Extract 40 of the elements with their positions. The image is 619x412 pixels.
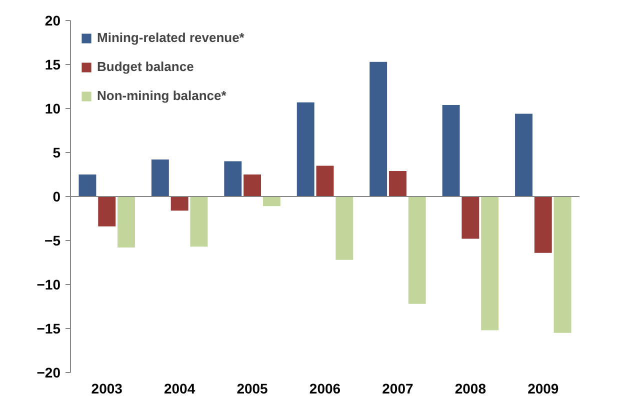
x-tick-label: 2004 [164, 380, 196, 396]
y-tick-label: 0 [52, 188, 61, 204]
bar [370, 62, 388, 196]
bar [78, 174, 96, 196]
bar [481, 196, 499, 330]
bar [442, 104, 460, 196]
bar [118, 196, 135, 248]
legend-label: Non-mining balance* [97, 88, 226, 103]
x-tick-label: 2006 [309, 380, 341, 396]
bar [554, 196, 572, 333]
bar [336, 196, 354, 260]
bar [190, 196, 208, 247]
bar [515, 114, 532, 196]
x-tick-label: 2003 [91, 380, 123, 396]
x-tick-label: 2008 [454, 380, 486, 396]
y-tick-label: −20 [36, 364, 61, 380]
bar [244, 174, 262, 196]
bar [462, 196, 480, 239]
y-tick-label: 15 [44, 56, 61, 72]
y-tick-label: 5 [52, 144, 61, 160]
bar [170, 196, 188, 211]
y-tick-label: −5 [44, 232, 61, 248]
x-tick-label: 2005 [236, 380, 268, 396]
bar [388, 170, 406, 196]
bar [296, 102, 314, 196]
bar [98, 196, 116, 226]
bar [534, 196, 552, 253]
bar [262, 196, 280, 206]
x-tick-label: 2007 [382, 380, 414, 396]
y-tick-label: −10 [36, 276, 61, 292]
y-tick-label: 20 [44, 12, 61, 28]
y-tick-label: −15 [36, 320, 61, 336]
bar [316, 166, 334, 196]
bar [224, 161, 242, 196]
legend-label: Budget balance [97, 59, 194, 74]
x-tick-label: 2009 [528, 380, 559, 396]
y-tick-label: 10 [44, 100, 61, 116]
bar [151, 160, 169, 196]
bar [408, 196, 426, 304]
legend-label: Mining-related revenue* [97, 30, 244, 45]
